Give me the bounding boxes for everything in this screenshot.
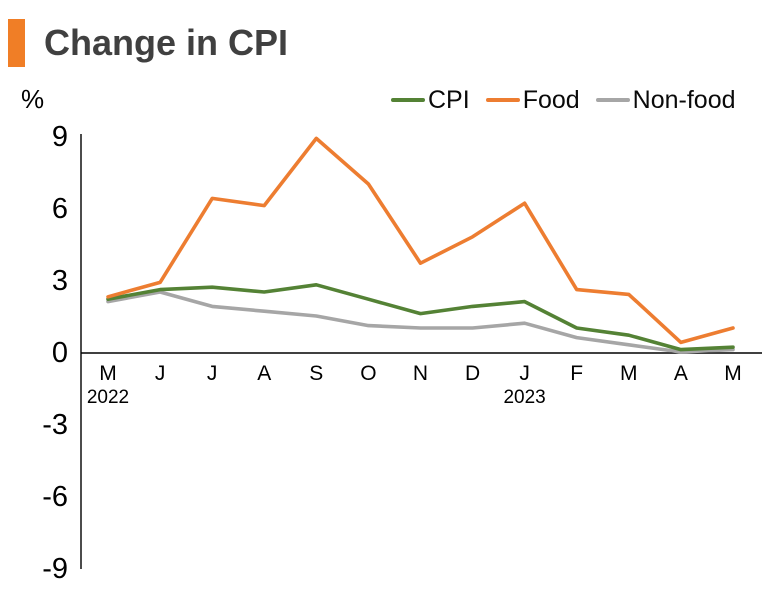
title-accent-bar (8, 19, 25, 67)
x-axis-year-label: 2022 (87, 387, 129, 408)
y-tick-label: -6 (42, 481, 68, 513)
x-axis-label: J (519, 362, 530, 385)
series-line-non-food (106, 290, 735, 354)
chart-legend: CPI Food Non-food (391, 85, 736, 115)
y-axis-unit-label: % (21, 84, 45, 114)
chart-header: Change in CPI (0, 0, 774, 80)
x-axis-label: A (257, 362, 271, 385)
legend-label-cpi: CPI (428, 85, 470, 114)
x-axis-year-label: 2023 (503, 387, 545, 408)
legend-swatch-food-icon (485, 98, 520, 102)
x-axis-label: J (155, 362, 166, 385)
x-axis-label: O (360, 362, 376, 385)
legend-item-cpi: CPI (391, 86, 470, 115)
legend-label-non-food: Non-food (632, 85, 736, 114)
x-axis-label: N (413, 362, 428, 385)
legend-swatch-cpi-icon (391, 98, 425, 102)
legend-label-food: Food (522, 85, 580, 114)
chart-title: Change in CPI (44, 22, 289, 63)
series-line-cpi (106, 282, 735, 352)
x-axis-label: S (309, 362, 323, 385)
y-tick-label: 0 (52, 337, 68, 369)
y-tick-label: 9 (52, 121, 68, 153)
x-axis-label: D (465, 362, 480, 385)
legend-item-non-food: Non-food (595, 85, 736, 115)
legend-swatch-non-food-icon (595, 98, 630, 102)
y-tick-label: 3 (52, 265, 68, 297)
x-axis-label: F (570, 362, 583, 385)
x-axis-label: M (620, 362, 638, 385)
y-tick-label: 6 (52, 193, 68, 225)
x-axis-label: J (207, 362, 218, 385)
y-tick-label: -9 (42, 553, 68, 585)
x-axis-label: M (99, 362, 117, 385)
series-line-food (106, 136, 735, 345)
y-tick-label: -3 (42, 409, 68, 441)
legend-item-food: Food (485, 85, 580, 115)
x-axis-label: A (674, 362, 688, 385)
x-axis-label: M (724, 362, 742, 385)
